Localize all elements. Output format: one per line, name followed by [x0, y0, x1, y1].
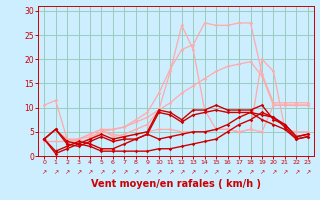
X-axis label: Vent moyen/en rafales ( km/h ): Vent moyen/en rafales ( km/h )	[91, 179, 261, 189]
